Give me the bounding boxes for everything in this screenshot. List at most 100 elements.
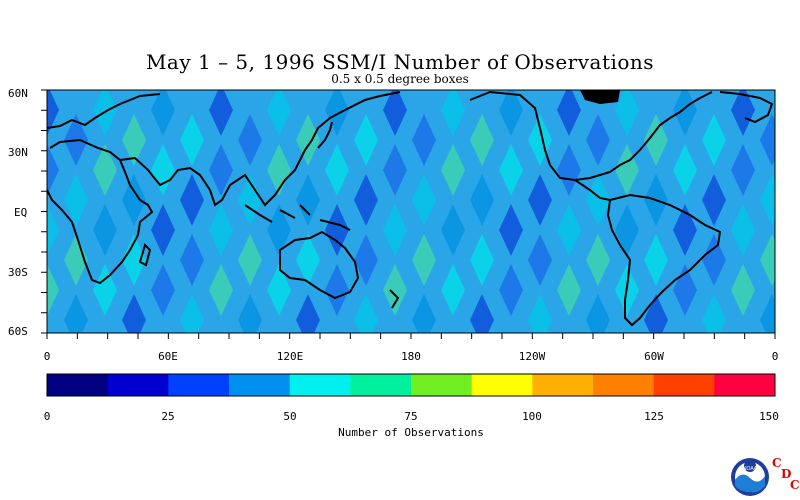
- greenland-outline: [719, 91, 774, 124]
- swath-cell: [209, 90, 233, 136]
- swath-cell: [731, 204, 755, 256]
- swath-cell: [470, 234, 494, 286]
- swath-cell: [267, 204, 291, 256]
- colorbar: [47, 374, 776, 396]
- swath-cell: [267, 90, 291, 136]
- swath-cell: [151, 264, 175, 316]
- swath-cell: [557, 144, 581, 196]
- swath-cell: [296, 234, 320, 286]
- swath-cell: [644, 294, 668, 333]
- colorbar-tick-75: 75: [404, 410, 417, 423]
- swath-cell: [267, 264, 291, 316]
- swath-cell: [180, 174, 204, 226]
- swath-cell: [383, 204, 407, 256]
- swath-cell: [238, 234, 262, 286]
- australia-outline: [279, 230, 360, 300]
- swath-cell: [731, 264, 755, 316]
- colorbar-swatch: [714, 374, 776, 396]
- continent-outlines: [47, 90, 774, 327]
- swath-cell: [615, 90, 639, 136]
- swath-cell: [47, 204, 59, 256]
- swath-cell: [557, 90, 581, 136]
- swath-cell: [586, 234, 610, 286]
- lon-label-120e: 120E: [277, 350, 304, 363]
- swath-cell: [209, 264, 233, 316]
- swath-cell: [267, 144, 291, 196]
- central-america-outline: [574, 179, 611, 201]
- observation-field: [47, 90, 775, 333]
- lat-label-60s: 60S: [8, 325, 28, 338]
- newzealand-outline: [389, 289, 400, 309]
- south-america-outline: [606, 193, 722, 327]
- swath-cell: [296, 294, 320, 333]
- colorbar-swatch: [168, 374, 230, 396]
- swath-cell: [47, 264, 59, 316]
- swath-cell: [557, 204, 581, 256]
- swath-cell: [383, 144, 407, 196]
- swath-cell: [325, 204, 349, 256]
- colorbar-swatch: [593, 374, 655, 396]
- swath-cell: [122, 174, 146, 226]
- swath-cell: [673, 144, 697, 196]
- swath-cell: [325, 90, 349, 136]
- swath-cell: [93, 144, 117, 196]
- colorbar-swatch: [289, 374, 351, 396]
- lon-label-120w: 120W: [519, 350, 546, 363]
- swath-cell: [122, 114, 146, 166]
- arctic-land: [580, 90, 620, 104]
- swath-cell: [441, 264, 465, 316]
- swath-cell: [470, 174, 494, 226]
- swath-cell: [93, 204, 117, 256]
- swath-cell: [64, 234, 88, 286]
- swath-cell: [354, 294, 378, 333]
- swath-cell: [760, 174, 775, 226]
- indonesia-outline: [244, 204, 351, 231]
- swath-cell: [586, 174, 610, 226]
- colorbar-tick-0: 0: [44, 410, 51, 423]
- swath-cell: [673, 204, 697, 256]
- noaa-logo-text: NOAA: [743, 466, 758, 472]
- swath-cell: [354, 234, 378, 286]
- swath-cell: [122, 294, 146, 333]
- swath-cell: [586, 294, 610, 333]
- swath-cell: [93, 264, 117, 316]
- swath-cell: [470, 114, 494, 166]
- swath-cell: [151, 204, 175, 256]
- swath-cell: [412, 114, 436, 166]
- swath-cell: [354, 174, 378, 226]
- swath-cell: [354, 114, 378, 166]
- swath-cell: [441, 90, 465, 136]
- north-america-outline: [469, 90, 713, 182]
- swath-cell: [325, 144, 349, 196]
- cdc-letter-c1: C: [772, 456, 782, 470]
- swath-cell: [702, 174, 726, 226]
- colorbar-label: Number of Observations: [338, 426, 484, 439]
- lat-label-30n: 30N: [8, 146, 28, 159]
- colorbar-swatch: [107, 374, 169, 396]
- swath-cell: [499, 204, 523, 256]
- swath-cell: [296, 174, 320, 226]
- swath-cell: [528, 234, 552, 286]
- colorbar-tick-150: 150: [759, 410, 779, 423]
- orbit-swaths: [47, 90, 775, 333]
- colorbar-swatch: [350, 374, 412, 396]
- cdc-letter-c2: C: [790, 478, 800, 492]
- lon-label-60e: 60E: [158, 350, 178, 363]
- swath-cell: [412, 234, 436, 286]
- swath-cell: [673, 90, 697, 136]
- lat-label-30s: 30S: [8, 266, 28, 279]
- swath-cell: [296, 114, 320, 166]
- colorbar-swatch: [47, 374, 109, 396]
- madagascar-outline: [138, 243, 152, 267]
- swath-cell: [731, 144, 755, 196]
- noaa-logo: NOAA: [731, 458, 769, 496]
- colorbar-tick-100: 100: [522, 410, 542, 423]
- swath-cell: [122, 234, 146, 286]
- lon-label-0-end: 0: [772, 350, 779, 363]
- swath-cell: [151, 90, 175, 136]
- colorbar-swatch: [229, 374, 291, 396]
- swath-cell: [238, 294, 262, 333]
- lat-label-eq: EQ: [14, 206, 27, 219]
- swath-cell: [47, 144, 59, 196]
